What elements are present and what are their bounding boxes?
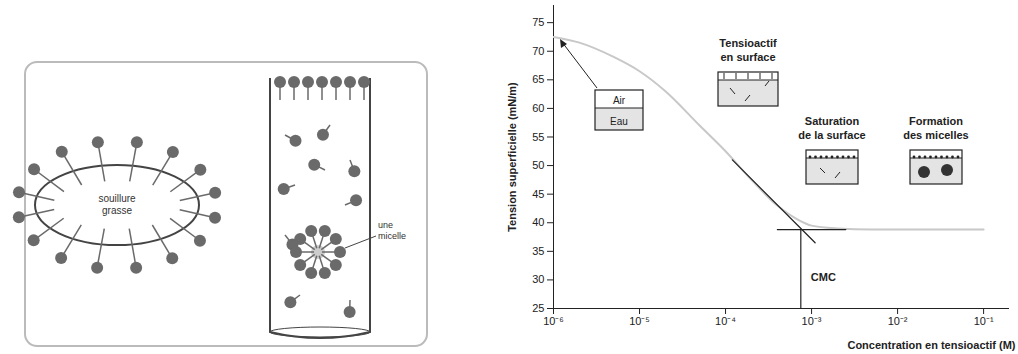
svg-text:souillure: souillure [98,193,136,204]
svg-text:60: 60 [532,102,544,114]
svg-text:75: 75 [532,16,544,28]
svg-text:50: 50 [532,159,544,171]
svg-text:10⁻⁶: 10⁻⁶ [543,315,564,327]
svg-text:Air: Air [613,95,626,106]
svg-text:25: 25 [532,302,544,314]
svg-text:Formation: Formation [909,115,963,127]
svg-text:45: 45 [532,188,544,200]
svg-text:Eau: Eau [610,116,628,127]
svg-text:de la surface: de la surface [798,129,865,141]
svg-text:30: 30 [532,273,544,285]
svg-text:55: 55 [532,131,544,143]
svg-text:35: 35 [532,245,544,257]
svg-text:grasse: grasse [102,205,132,216]
svg-text:10⁻¹: 10⁻¹ [974,315,994,327]
svg-text:70: 70 [532,45,544,57]
svg-text:10⁻⁵: 10⁻⁵ [629,315,650,327]
svg-text:Saturation: Saturation [805,115,860,127]
svg-text:40: 40 [532,216,544,228]
svg-text:Concentration en tensioactif (: Concentration en tensioactif (M) [847,339,1015,351]
svg-text:micelle: micelle [378,231,406,241]
svg-text:65: 65 [532,73,544,85]
svg-text:CMC: CMC [811,271,836,283]
svg-text:10⁻³: 10⁻³ [802,315,822,327]
svg-text:10⁻⁴: 10⁻⁴ [715,315,736,327]
svg-text:Tension superficielle (mN/m): Tension superficielle (mN/m) [506,82,518,232]
svg-text:10⁻²: 10⁻² [888,315,908,327]
svg-text:Tensioactif: Tensioactif [719,37,777,49]
svg-text:une: une [378,220,393,230]
svg-text:en surface: en surface [720,51,775,63]
svg-text:des micelles: des micelles [903,129,968,141]
